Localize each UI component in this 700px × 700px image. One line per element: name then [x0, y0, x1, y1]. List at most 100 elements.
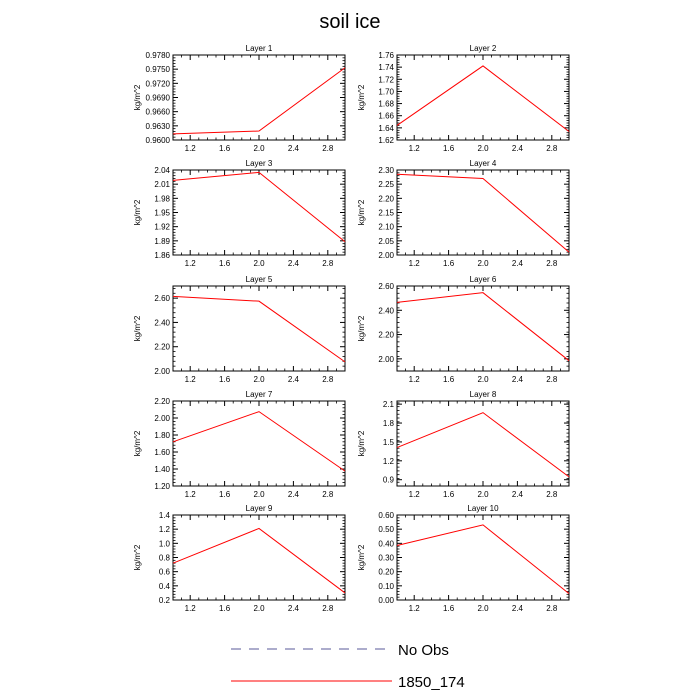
x-tick-label: 2.8: [546, 490, 558, 499]
x-tick-label: 1.6: [443, 490, 455, 499]
x-tick-label: 2.8: [546, 144, 558, 153]
y-tick-label: 0.6: [159, 568, 171, 577]
x-tick-label: 2.0: [253, 604, 265, 613]
y-tick-label: 2.40: [154, 318, 170, 327]
x-tick-label: 2.4: [512, 375, 524, 384]
y-tick-label: 0.9630: [146, 122, 171, 131]
x-tick-label: 1.6: [443, 259, 455, 268]
x-tick-label: 2.0: [477, 604, 489, 613]
x-tick-label: 2.0: [253, 259, 265, 268]
x-tick-label: 1.2: [185, 375, 197, 384]
series-line-1850-174: [172, 295, 346, 363]
y-tick-label: 0.8: [159, 554, 171, 563]
plot-frame: [172, 285, 346, 372]
y-axis-label: kg/m^2: [357, 84, 366, 110]
panel-layer-7: Layer 7 1.2 1.6 2.0 2.4 2.8 1.20 1.40 1.60 1.80 2.…: [133, 390, 346, 499]
legend: No Obs 1850_174: [231, 642, 465, 691]
panel-title: Layer 10: [467, 504, 499, 513]
x-tick-label: 2.4: [288, 375, 300, 384]
y-tick-label: 1.92: [154, 223, 170, 232]
y-axis-label: kg/m^2: [133, 430, 142, 456]
y-tick-label: 0.00: [378, 596, 394, 605]
panel-title: Layer 2: [470, 44, 497, 53]
y-tick-label: 1.70: [378, 87, 394, 96]
x-tick-label: 2.8: [322, 259, 334, 268]
panel-title: Layer 8: [470, 390, 497, 399]
panel-layer-10: Layer 10 1.2 1.6 2.0 2.4 2.8 0.00 0.10 0.20 0.30 0…: [357, 504, 570, 613]
y-tick-label: 2.40: [378, 306, 394, 315]
y-tick-label: 2.00: [378, 355, 394, 364]
y-tick-label: 0.40: [378, 539, 394, 548]
y-tick-label: 0.9: [383, 476, 395, 485]
y-tick-label: 2.00: [154, 367, 170, 376]
x-tick-label: 1.6: [219, 604, 231, 613]
panel-layer-1: Layer 1 1.2 1.6 2.0 2.4 2.8 0.9600 0.9630 0.9660…: [133, 44, 346, 153]
y-tick-label: 0.9720: [146, 79, 171, 88]
y-tick-label: 1.95: [154, 209, 170, 218]
series-line-1850-174: [396, 292, 570, 362]
y-tick-label: 0.9780: [146, 51, 171, 60]
y-tick-label: 1.76: [378, 51, 394, 60]
x-tick-label: 2.8: [322, 144, 334, 153]
x-tick-label: 1.2: [409, 259, 421, 268]
plot-frame: [396, 514, 570, 601]
y-tick-label: 2.20: [378, 331, 394, 340]
panel-layer-4: Layer 4 1.2 1.6 2.0 2.4 2.8 2.00 2.05 2.10 2.15 2.…: [357, 159, 570, 268]
y-tick-label: 2.1: [383, 400, 395, 409]
y-tick-label: 2.04: [154, 166, 170, 175]
y-tick-label: 1.68: [378, 100, 394, 109]
y-tick-label: 2.10: [378, 223, 394, 232]
y-tick-label: 0.9750: [146, 65, 171, 74]
series-line-1850-174: [172, 171, 346, 243]
y-tick-label: 0.30: [378, 554, 394, 563]
x-tick-label: 2.8: [322, 490, 334, 499]
y-tick-label: 1.2: [159, 525, 171, 534]
legend-label-1850-174: 1850_174: [398, 674, 465, 691]
y-tick-label: 2.30: [378, 166, 394, 175]
x-tick-label: 1.6: [219, 144, 231, 153]
y-tick-label: 0.9690: [146, 94, 171, 103]
y-tick-label: 1.5: [383, 438, 395, 447]
x-tick-label: 2.0: [253, 375, 265, 384]
series-line-1850-174: [172, 411, 346, 472]
y-tick-label: 0.50: [378, 525, 394, 534]
panel-layer-5: Layer 5 1.2 1.6 2.0 2.4 2.8 2.00 2.20 2.40 2.60 kg…: [133, 275, 346, 384]
plot-frame: [172, 514, 346, 601]
legend-label-no-obs: No Obs: [398, 642, 449, 659]
x-tick-label: 2.0: [253, 144, 265, 153]
y-tick-label: 2.60: [154, 294, 170, 303]
plot-frame: [172, 169, 346, 256]
figure-title: soil ice: [319, 11, 380, 33]
x-tick-label: 2.4: [512, 259, 524, 268]
x-tick-label: 2.4: [512, 144, 524, 153]
y-tick-label: 0.10: [378, 582, 394, 591]
x-tick-label: 1.2: [185, 259, 197, 268]
y-tick-label: 0.20: [378, 568, 394, 577]
y-tick-label: 1.2: [383, 457, 395, 466]
plot-frame: [172, 54, 346, 141]
y-tick-label: 2.20: [154, 343, 170, 352]
y-tick-label: 2.20: [154, 397, 170, 406]
plot-frame: [172, 400, 346, 487]
x-tick-label: 1.2: [409, 604, 421, 613]
series-line-1850-174: [396, 173, 570, 253]
plot-frame: [396, 285, 570, 372]
x-tick-label: 1.2: [409, 144, 421, 153]
panel-title: Layer 3: [246, 159, 273, 168]
panel-layer-2: Layer 2 1.2 1.6 2.0 2.4 2.8 1.62 1.64 1.66 1.68 1.…: [357, 44, 570, 153]
y-axis-label: kg/m^2: [133, 199, 142, 225]
series-line-1850-174: [172, 67, 346, 135]
x-tick-label: 1.2: [185, 144, 197, 153]
x-tick-label: 2.4: [288, 604, 300, 613]
panel-title: Layer 5: [246, 275, 273, 284]
panel-layer-8: Layer 8 1.2 1.6 2.0 2.4 2.8 0.9 1.2 1.5 1.8 2.1 kg/…: [357, 390, 570, 499]
y-axis-label: kg/m^2: [357, 199, 366, 225]
y-tick-label: 2.15: [378, 209, 394, 218]
y-tick-label: 2.60: [378, 282, 394, 291]
panel-layer-3: Layer 3 1.2 1.6 2.0 2.4 2.8 1.86 1.89 1.92 1.95 1.…: [133, 159, 346, 268]
x-tick-label: 2.0: [477, 375, 489, 384]
x-tick-label: 1.6: [443, 604, 455, 613]
x-tick-label: 1.6: [219, 375, 231, 384]
x-tick-label: 1.6: [443, 375, 455, 384]
panel-layer-6: Layer 6 1.2 1.6 2.0 2.4 2.8 2.00 2.20 2.40 2.60 kg…: [357, 275, 570, 384]
